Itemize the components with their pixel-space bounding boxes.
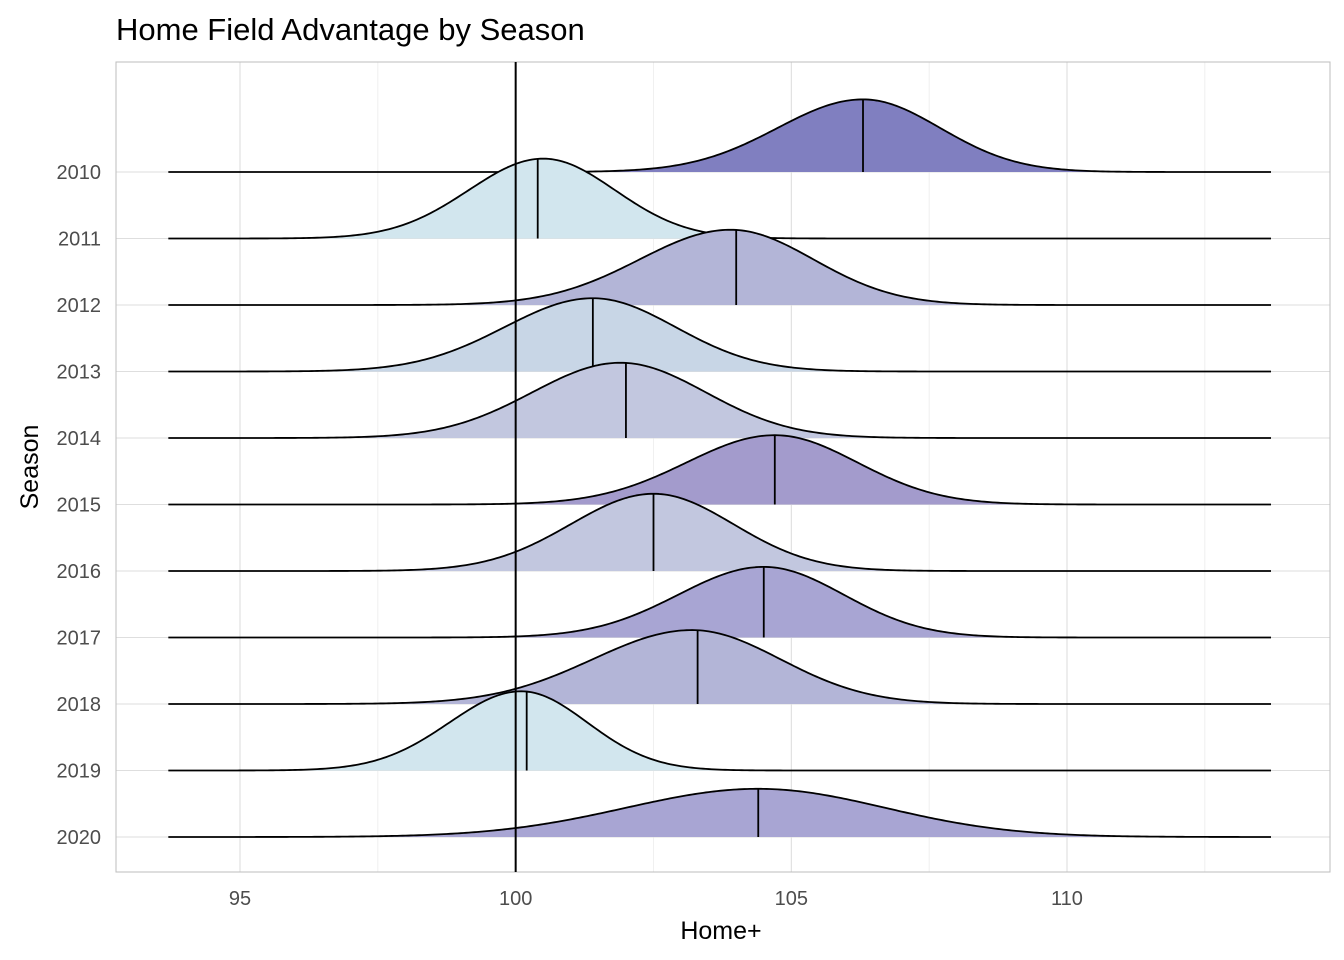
x-axis-title: Home+: [680, 917, 761, 945]
density-line-2017: [168, 565, 1271, 639]
density-line-2016: [168, 492, 1271, 572]
density-fill-2015: [168, 435, 1271, 505]
density-fill-2018: [168, 630, 1271, 704]
density-line-2018: [168, 629, 1271, 705]
y-tick-label: 2019: [57, 761, 102, 783]
y-tick-label: 2012: [57, 295, 102, 317]
density-line-2014: [168, 361, 1271, 439]
ridge-2012: [168, 228, 1271, 306]
ridge-2016: [168, 492, 1271, 572]
density-fill-2016: [168, 493, 1271, 571]
x-tick-label: 100: [499, 888, 532, 910]
ridge-2013: [168, 297, 1271, 373]
ridge-2020: [168, 787, 1271, 838]
chart-title: Home Field Advantage by Season: [116, 12, 585, 47]
ridge-2010: [168, 98, 1271, 173]
y-tick-label: 2015: [57, 495, 102, 517]
y-tick-label: 2011: [58, 229, 101, 251]
y-tick-label: 2010: [57, 162, 102, 184]
y-tick-label: 2014: [57, 428, 102, 450]
density-fill-2013: [168, 298, 1271, 372]
ridge-2018: [168, 629, 1271, 705]
density-line-2015: [168, 434, 1271, 506]
density-fill-2010: [168, 99, 1271, 172]
density-fill-2019: [168, 691, 1271, 771]
ridge-2014: [168, 361, 1271, 439]
x-tick-label: 95: [229, 888, 251, 910]
density-line-2010: [168, 98, 1271, 173]
y-tick-label: 2020: [57, 827, 102, 849]
density-fill-2017: [168, 566, 1271, 638]
y-tick-label: 2013: [57, 362, 102, 384]
ridge-2019: [168, 690, 1271, 772]
ridge-2015: [168, 434, 1271, 506]
density-fill-2012: [168, 229, 1271, 305]
density-line-2020: [168, 787, 1271, 838]
density-fill-2011: [168, 158, 1271, 239]
density-fill-2020: [168, 788, 1271, 837]
ridge-2017: [168, 565, 1271, 639]
x-tick-label: 110: [1051, 888, 1083, 910]
y-tick-label: 2016: [57, 561, 102, 583]
panel-border: [115, 61, 1331, 873]
density-line-2012: [168, 228, 1271, 306]
ridge-layer: [168, 98, 1271, 838]
axis-layer: 2010 2011 2012 2013 2014 2015 2016 2017 2018 2019…: [57, 162, 1083, 910]
x-tick-label: 105: [775, 888, 808, 910]
y-tick-label: 2017: [57, 628, 102, 650]
density-line-2019: [168, 690, 1271, 772]
y-axis-title: Season: [16, 425, 44, 510]
density-line-2013: [168, 297, 1271, 373]
y-tick-label: 2018: [57, 694, 102, 716]
